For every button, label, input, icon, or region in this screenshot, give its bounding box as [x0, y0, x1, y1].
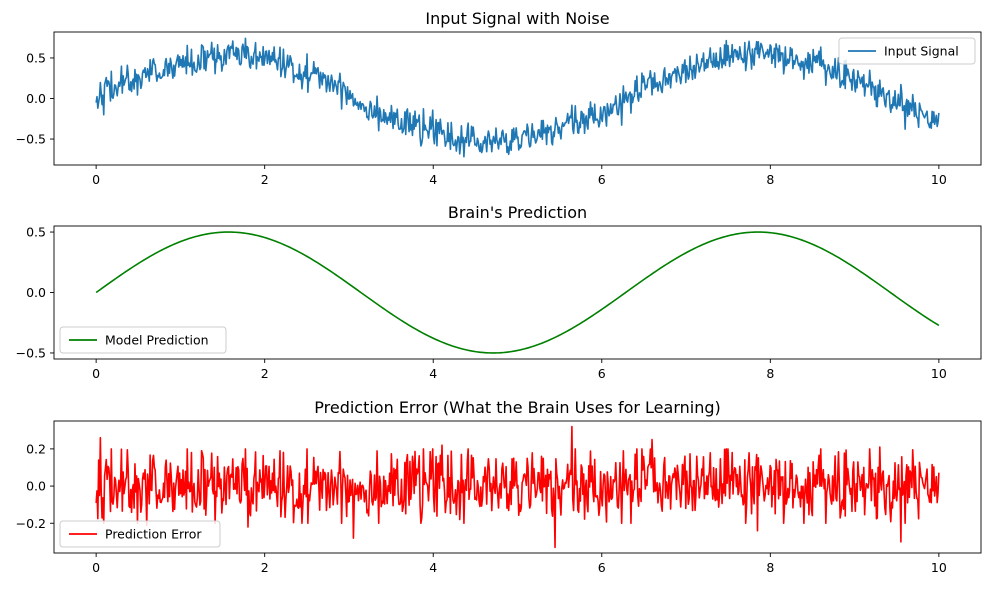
x-tick-label: 10	[931, 366, 947, 381]
x-tick-label: 2	[261, 560, 269, 575]
series-line-input-signal	[95, 37, 940, 158]
legend-label: Prediction Error	[105, 527, 202, 542]
x-tick-label: 10	[931, 560, 947, 575]
series-line-prediction-error	[95, 425, 940, 549]
y-tick-label: 0.2	[26, 441, 46, 456]
x-tick-label: 6	[598, 172, 606, 187]
subplot-title: Input Signal with Noise	[425, 9, 609, 28]
subplot-1: Input Signal with Noise 0 2 4 6 8 10 −0.5 0.0 0.5…	[16, 9, 982, 187]
axes-frame	[53, 420, 982, 554]
subplot-title: Brain's Prediction	[448, 203, 587, 222]
x-tick-label: 4	[429, 560, 437, 575]
x-tick-label: 0	[92, 172, 100, 187]
y-tick-label: −0.5	[16, 132, 46, 147]
subplot-3: Prediction Error (What the Brain Uses fo…	[16, 398, 982, 575]
legend-box	[59, 520, 221, 548]
x-tick-label: 0	[92, 560, 100, 575]
y-tick-label: 0.0	[26, 91, 46, 106]
x-tick-label: 8	[766, 560, 774, 575]
legend-label: Input Signal	[884, 44, 959, 59]
y-tick-label: −0.2	[16, 516, 46, 531]
x-tick-label: 4	[429, 366, 437, 381]
legend: Prediction Error	[59, 520, 221, 548]
x-tick-label: 6	[598, 560, 606, 575]
legend-box	[838, 37, 976, 65]
legend: Model Prediction	[59, 326, 227, 354]
x-tick-label: 8	[766, 172, 774, 187]
x-tick-label: 2	[261, 366, 269, 381]
legend: Input Signal	[838, 37, 976, 65]
y-tick-label: 0.5	[26, 225, 46, 240]
y-tick-label: 0.0	[26, 479, 46, 494]
x-tick-label: 6	[598, 366, 606, 381]
subplot-title: Prediction Error (What the Brain Uses fo…	[314, 398, 721, 417]
y-tick-label: −0.5	[16, 345, 46, 360]
x-tick-label: 4	[429, 172, 437, 187]
legend-box	[59, 326, 227, 354]
x-tick-label: 2	[261, 172, 269, 187]
y-tick-label: 0.0	[26, 285, 46, 300]
x-tick-label: 8	[766, 366, 774, 381]
subplot-2: Brain's Prediction 0 2 4 6 8 10 −0.5 0.0 0.5 Model…	[16, 203, 982, 381]
x-tick-label: 10	[931, 172, 947, 187]
x-tick-label: 0	[92, 366, 100, 381]
y-tick-label: 0.5	[26, 50, 46, 65]
legend-label: Model Prediction	[105, 333, 209, 348]
series-line-model-prediction	[95, 231, 940, 354]
